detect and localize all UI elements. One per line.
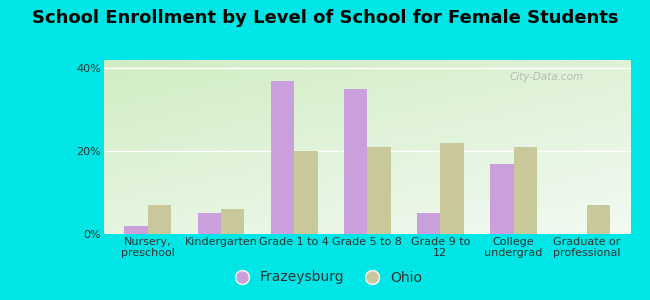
Legend: Frazeysburg, Ohio: Frazeysburg, Ohio [222,265,428,290]
Text: School Enrollment by Level of School for Female Students: School Enrollment by Level of School for… [32,9,618,27]
Bar [344,89,367,234]
Bar [441,143,464,234]
Bar [514,147,537,234]
Bar [490,164,514,234]
Bar [148,205,172,234]
Text: City-Data.com: City-Data.com [510,72,584,82]
Bar [221,209,244,234]
Bar [271,81,294,234]
Bar [417,213,440,234]
Bar [294,151,317,234]
Bar [125,226,148,234]
Bar [586,205,610,234]
Bar [367,147,391,234]
Bar [198,213,221,234]
